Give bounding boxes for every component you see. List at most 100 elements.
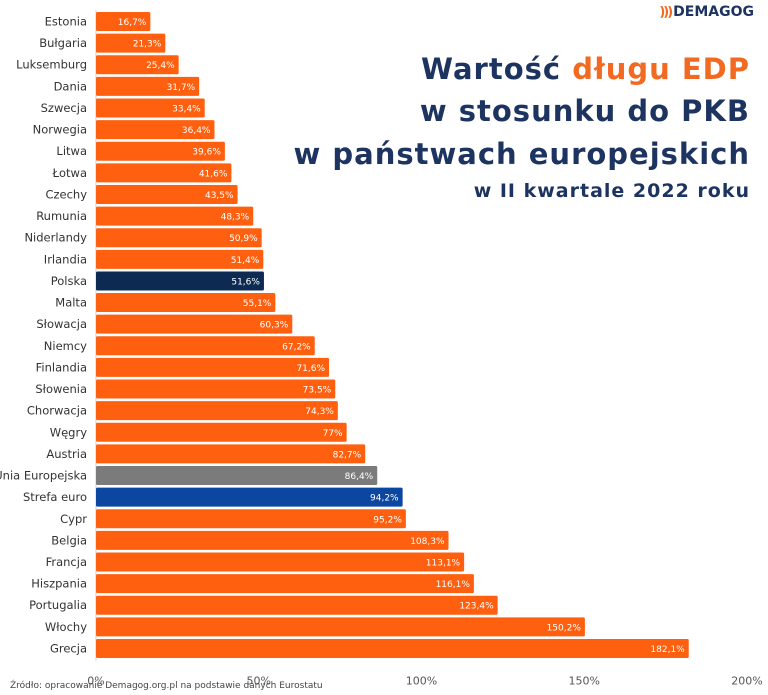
- bar: [96, 271, 264, 291]
- bar: [96, 293, 276, 313]
- chart-subtitle: w II kwartale 2022 roku: [473, 180, 750, 202]
- signal-waves-icon: ))): [659, 4, 673, 20]
- value-label: 16,7%: [118, 18, 147, 28]
- bar: [96, 444, 366, 464]
- category-label: Strefa euro: [23, 490, 87, 504]
- value-label: 94,2%: [370, 494, 399, 504]
- brand-logo: ))) DEMAGOG: [659, 4, 754, 20]
- title-accent: długu EDP: [572, 52, 750, 86]
- bar: [96, 206, 254, 226]
- value-label: 25,4%: [146, 61, 175, 71]
- value-label: 108,3%: [410, 537, 445, 547]
- title-text-1: Wartość: [421, 52, 573, 86]
- value-label: 48,3%: [221, 213, 250, 223]
- value-label: 43,5%: [205, 191, 234, 201]
- category-label: Estonia: [45, 15, 87, 29]
- bar: [96, 33, 166, 53]
- value-label: 123,4%: [459, 602, 494, 612]
- category-label: Czechy: [45, 187, 87, 201]
- bar: [96, 357, 330, 377]
- value-label: 113,1%: [426, 559, 461, 569]
- value-label: 116,1%: [436, 580, 471, 590]
- value-label: 60,3%: [260, 321, 289, 331]
- bar: [96, 314, 293, 334]
- category-label: Niemcy: [44, 339, 87, 353]
- bar: [96, 401, 338, 421]
- x-tick-label: 50%: [247, 675, 271, 688]
- value-label: 31,7%: [167, 83, 196, 93]
- category-label: Słowacja: [36, 317, 87, 331]
- source-note: Źródło: opracowanie Demagog.org.pl na po…: [10, 681, 323, 691]
- bar: [96, 595, 498, 615]
- bar: [96, 184, 238, 204]
- bar: [96, 422, 347, 442]
- category-label: Irlandia: [44, 252, 87, 266]
- category-label: Norwegia: [33, 123, 87, 137]
- value-label: 67,2%: [282, 342, 311, 352]
- bar: [96, 530, 449, 550]
- bar: [96, 163, 232, 183]
- value-label: 55,1%: [243, 299, 272, 309]
- bar: [96, 228, 262, 248]
- value-label: 74,3%: [305, 407, 334, 417]
- x-tick-label: 150%: [569, 675, 600, 688]
- x-tick-label: 200%: [731, 675, 762, 688]
- value-label: 150,2%: [547, 623, 582, 633]
- bar: [96, 249, 264, 269]
- value-label: 21,3%: [133, 40, 162, 50]
- bar: [96, 509, 406, 529]
- value-label: 39,6%: [192, 148, 221, 158]
- bar: [96, 76, 200, 96]
- bar: [96, 487, 403, 507]
- category-label: Rumunia: [36, 209, 87, 223]
- value-label: 36,4%: [182, 126, 211, 136]
- x-tick-label: 100%: [406, 675, 437, 688]
- bar: [96, 55, 179, 75]
- category-label: Belgia: [51, 533, 87, 547]
- value-label: 77%: [323, 429, 343, 439]
- value-label: 182,1%: [650, 645, 685, 655]
- value-label: 51,4%: [231, 256, 260, 266]
- bar: [96, 141, 225, 161]
- category-label: Hiszpania: [31, 577, 87, 591]
- value-label: 51,6%: [231, 277, 260, 287]
- category-label: Chorwacja: [27, 404, 87, 418]
- bar: [96, 552, 465, 572]
- value-label: 33,4%: [172, 104, 201, 114]
- category-label: Włochy: [45, 620, 87, 634]
- category-label: Węgry: [50, 425, 87, 439]
- brand-name: DEMAGOG: [673, 4, 754, 20]
- category-label: Litwa: [56, 144, 87, 158]
- bar: [96, 98, 205, 118]
- bar: [96, 638, 689, 658]
- category-label: Unia Europejska: [0, 469, 87, 483]
- category-label: Polska: [51, 274, 87, 288]
- value-label: 71,6%: [296, 364, 325, 374]
- value-label: 86,4%: [345, 472, 374, 482]
- category-label: Grecja: [50, 641, 87, 655]
- category-label: Malta: [55, 296, 87, 310]
- category-label: Luksemburg: [16, 58, 87, 72]
- bar: [96, 120, 215, 140]
- category-label: Łotwa: [52, 166, 87, 180]
- bar: [96, 617, 585, 637]
- value-label: 50,9%: [229, 234, 258, 244]
- value-label: 82,7%: [333, 450, 362, 460]
- category-label: Dania: [54, 79, 87, 93]
- category-label: Bułgaria: [39, 36, 87, 50]
- category-label: Finlandia: [36, 360, 87, 374]
- value-label: 73,5%: [303, 386, 332, 396]
- value-label: 41,6%: [199, 169, 228, 179]
- category-label: Portugalia: [29, 598, 87, 612]
- chart-title-line-3: w państwach europejskich: [293, 137, 750, 171]
- category-label: Niderlandy: [24, 231, 87, 245]
- bar: [96, 336, 315, 356]
- x-tick-label: 0%: [87, 675, 104, 688]
- category-label: Francja: [46, 555, 87, 569]
- category-label: Szwecja: [41, 101, 87, 115]
- bar: [96, 574, 474, 594]
- value-label: 95,2%: [373, 515, 402, 525]
- category-label: Austria: [46, 447, 87, 461]
- chart-title-line-1: Wartość długu EDP: [421, 52, 750, 86]
